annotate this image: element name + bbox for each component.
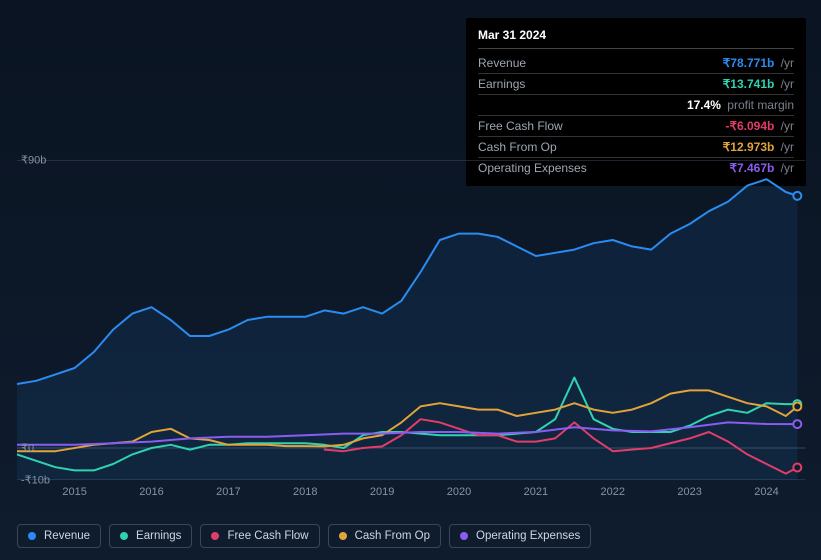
x-tick-label: 2024 xyxy=(754,486,778,498)
x-tick-label: 2016 xyxy=(139,486,163,498)
tooltip-metric-value: ₹13.741b /yr xyxy=(723,77,794,91)
tooltip-metric-value: ₹78.771b /yr xyxy=(723,56,794,70)
tooltip-metric-value: ₹12.973b /yr xyxy=(723,140,794,154)
tooltip-row: 17.4% profit margin xyxy=(478,95,794,116)
x-tick-label: 2017 xyxy=(216,486,240,498)
x-axis-labels: 2015 2016 2017 2018 2019 2020 2021 2022 2023 2024 xyxy=(17,486,805,506)
x-tick-label: 2023 xyxy=(677,486,701,498)
tooltip-row: Earnings ₹13.741b /yr xyxy=(478,74,794,95)
tooltip-row: Free Cash Flow -₹6.094b /yr xyxy=(478,116,794,137)
chart-legend: Revenue Earnings Free Cash Flow Cash From O… xyxy=(17,524,591,548)
x-tick-label: 2022 xyxy=(601,486,625,498)
x-tick-label: 2015 xyxy=(62,486,86,498)
legend-dot-icon xyxy=(28,532,36,540)
legend-dot-icon xyxy=(211,532,219,540)
legend-label: Free Cash Flow xyxy=(227,530,308,542)
tooltip-metric-value: -₹6.094b /yr xyxy=(725,119,794,133)
y-tick-label: ₹90b xyxy=(21,154,46,167)
chart-svg xyxy=(17,160,805,480)
tooltip-metric-label: Revenue xyxy=(478,56,526,70)
tooltip-metric-label: Free Cash Flow xyxy=(478,119,563,133)
y-tick-label: -₹10b xyxy=(21,474,50,487)
legend-label: Operating Expenses xyxy=(476,530,580,542)
tooltip-row: Revenue ₹78.771b /yr xyxy=(478,53,794,74)
tooltip-metric-value: 17.4% profit margin xyxy=(687,98,794,112)
tooltip-row: Cash From Op ₹12.973b /yr xyxy=(478,137,794,158)
x-tick-label: 2021 xyxy=(524,486,548,498)
x-tick-label: 2019 xyxy=(370,486,394,498)
legend-dot-icon xyxy=(120,532,128,540)
legend-item-free-cash-flow[interactable]: Free Cash Flow xyxy=(200,524,319,548)
y-tick-label: ₹0 xyxy=(21,442,34,455)
legend-item-earnings[interactable]: Earnings xyxy=(109,524,192,548)
tooltip-metric-label: Cash From Op xyxy=(478,140,557,154)
legend-label: Earnings xyxy=(136,530,181,542)
financials-chart: ₹90b₹0-₹10b 2015201620172018201920202021… xyxy=(17,160,805,480)
legend-item-revenue[interactable]: Revenue xyxy=(17,524,101,548)
tooltip-date: Mar 31 2024 xyxy=(478,28,794,49)
tooltip-metric-label: Earnings xyxy=(478,77,525,91)
legend-dot-icon xyxy=(460,532,468,540)
legend-label: Revenue xyxy=(44,530,90,542)
x-tick-label: 2020 xyxy=(447,486,471,498)
legend-item-operating-expenses[interactable]: Operating Expenses xyxy=(449,524,591,548)
legend-item-cash-from-op[interactable]: Cash From Op xyxy=(328,524,441,548)
legend-dot-icon xyxy=(339,532,347,540)
legend-label: Cash From Op xyxy=(355,530,430,542)
x-tick-label: 2018 xyxy=(293,486,317,498)
